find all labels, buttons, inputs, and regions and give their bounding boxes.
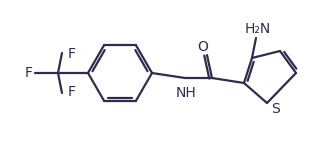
Text: F: F <box>68 85 76 99</box>
Text: NH: NH <box>176 86 196 100</box>
Text: O: O <box>198 40 208 54</box>
Text: F: F <box>25 66 33 80</box>
Text: H₂N: H₂N <box>245 22 271 36</box>
Text: F: F <box>68 47 76 61</box>
Text: S: S <box>271 102 279 116</box>
